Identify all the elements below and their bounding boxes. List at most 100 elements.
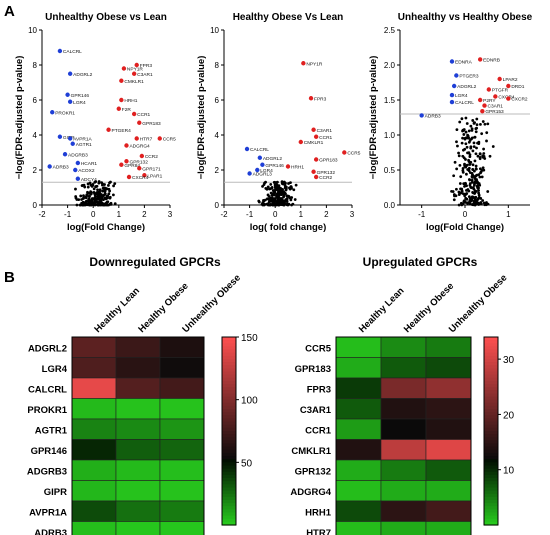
row-label: GIPR [44, 487, 67, 498]
data-point-adrb3 [47, 164, 52, 169]
data-point-c3ar1 [131, 71, 137, 76]
data-point-nonsignificant [455, 187, 458, 191]
data-point-nonsignificant [457, 193, 461, 196]
data-point-nonsignificant [479, 197, 483, 200]
point-label-cmklr1: CMKLR1 [304, 140, 324, 146]
data-point-nonsignificant [272, 180, 276, 184]
data-point-nonsignificant [470, 127, 474, 131]
data-point-nonsignificant [463, 200, 467, 204]
data-point-nonsignificant [469, 160, 473, 164]
heatmap-frame [335, 336, 472, 535]
point-label-adgrl3: ADGRL3 [253, 172, 273, 178]
point-label-ccr1: CCR1 [137, 112, 150, 118]
colorbar-segment [484, 415, 498, 420]
colorbar-segment [222, 371, 236, 376]
colorbar-segment [484, 402, 498, 407]
heatmap-cell [159, 480, 205, 502]
colorbar-segment [222, 431, 236, 435]
point-label-lgr4: LGR4 [260, 168, 273, 174]
colorbar-segment [222, 471, 236, 476]
point-label-prokr1: PROKR1 [55, 110, 75, 116]
heatmap-cell [425, 398, 472, 420]
data-point-nonsignificant [485, 139, 488, 143]
data-point-nonsignificant [83, 203, 87, 207]
data-point-nonsignificant [268, 203, 272, 207]
colorbar-segment [484, 418, 498, 423]
data-point-ccr1 [131, 111, 137, 117]
colorbar-segment [222, 474, 236, 479]
data-point-nonsignificant [482, 147, 485, 151]
data-point-nonsignificant [112, 184, 115, 188]
colorbar-segment [484, 412, 498, 416]
data-point-nonsignificant [106, 194, 110, 198]
heatmap-cell [159, 500, 205, 522]
colorbar-tick-label: 30 [503, 355, 515, 366]
data-point-nonsignificant [289, 185, 293, 188]
data-point-nonsignificant [86, 185, 90, 189]
data-point-nonsignificant [89, 200, 93, 203]
data-point-nonsignificant [294, 183, 298, 187]
data-point-nonsignificant [470, 171, 474, 175]
point-label-lgr4: LGR4 [73, 100, 86, 106]
data-point-nonsignificant [285, 198, 288, 201]
y-tick-label: 8 [215, 61, 220, 70]
colorbar-segment [484, 471, 498, 476]
data-point-nonsignificant [89, 192, 93, 196]
data-point-nonsignificant [100, 193, 104, 197]
data-point-ednra [449, 59, 455, 64]
data-point-nonsignificant [461, 129, 464, 133]
y-tick-label: 10 [28, 26, 37, 35]
data-point-nonsignificant [82, 194, 85, 198]
data-point-nonsignificant [269, 198, 273, 202]
data-point-nonsignificant [109, 201, 113, 205]
x-tick-label: -1 [246, 210, 254, 219]
colorbar-segment [484, 515, 498, 520]
colorbar-segment [222, 509, 236, 514]
data-point-nonsignificant [468, 183, 472, 187]
point-label-fpr3: FPR3 [140, 63, 153, 69]
y-tick-label: 6 [215, 96, 220, 105]
data-point-nonsignificant [475, 185, 479, 189]
heatmap-cell [71, 357, 117, 379]
data-point-nonsignificant [457, 154, 461, 158]
heatmap-cell [71, 418, 117, 440]
colorbar-segment [484, 393, 498, 398]
data-point-nonsignificant [471, 149, 475, 153]
data-point-calcrl [57, 48, 63, 54]
colorbar-segment [484, 365, 498, 369]
point-label-lpar2: LPAR2 [503, 77, 518, 83]
volcano-title: Unhealthy vs Healthy Obese [398, 12, 533, 23]
point-label-avpr1a: AVPR1A [73, 137, 92, 143]
colorbar-segment [222, 346, 236, 351]
data-point-nonsignificant [466, 133, 470, 137]
heatmap-cell [380, 418, 427, 440]
colorbar-segment [484, 349, 498, 354]
data-point-nonsignificant [460, 141, 464, 145]
data-point-p2ry [477, 97, 483, 103]
point-label-c3ar1: C3AR1 [488, 104, 504, 110]
data-point-nonsignificant [85, 193, 89, 197]
y-axis-label: −log(FDR-adjusted p-value) [14, 56, 25, 180]
y-tick-label: 2 [33, 166, 38, 175]
y-tick-label: 1.0 [384, 131, 396, 140]
point-label-calcrl: CALCRL [250, 147, 269, 153]
point-label-ccr5: CCR5 [163, 137, 176, 143]
data-point-nonsignificant [113, 202, 117, 205]
data-point-gipr [57, 134, 63, 139]
data-point-nonsignificant [282, 203, 286, 207]
data-point-nonsignificant [279, 199, 283, 203]
colorbar-segment [484, 358, 498, 363]
data-point-nonsignificant [469, 124, 473, 128]
colorbar-segment [484, 343, 498, 347]
colorbar-segment [484, 352, 498, 357]
heatmap-cell [380, 398, 427, 420]
heatmap-cell [425, 357, 472, 379]
data-point-calcrl [449, 99, 455, 105]
data-point-nonsignificant [459, 175, 463, 179]
data-point-cxcr4 [126, 174, 132, 180]
point-label-adgrl2: ADGRL2 [73, 72, 93, 78]
data-point-gpr146 [260, 162, 265, 167]
data-point-nonsignificant [476, 154, 480, 158]
colorbar-segment [222, 349, 236, 354]
data-point-nonsignificant [470, 175, 474, 178]
